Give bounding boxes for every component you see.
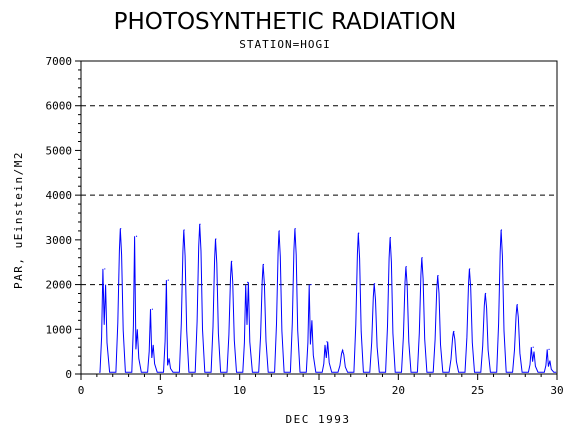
y-axis-label: PAR, uEinstein/M2: [12, 151, 25, 289]
data-point: [389, 237, 391, 239]
data-point: [373, 283, 376, 285]
data-point: [548, 348, 550, 351]
data-point: [516, 304, 518, 306]
y-tick-label: 3000: [46, 234, 73, 247]
data-point: [199, 223, 201, 225]
chart-subtitle: STATION=HOGI: [239, 38, 330, 51]
x-axis: 0 5 10 15 20 25 30: [78, 374, 564, 397]
data-point: [500, 229, 503, 231]
y-tick-label: 1000: [46, 323, 73, 336]
data-point: [469, 268, 471, 270]
data-point: [151, 308, 153, 310]
y-tick-label: 0: [65, 368, 72, 381]
y-axis: 0 1000 2000 3000 4000 5000 6000 7000: [46, 55, 81, 381]
data-point: [215, 238, 217, 240]
x-tick-label: 30: [550, 384, 563, 397]
data-point: [342, 349, 344, 351]
data-point: [247, 281, 249, 283]
x-tick-label: 0: [78, 384, 85, 397]
x-tick-label: 25: [471, 384, 484, 397]
data-point: [453, 330, 455, 333]
data-point: [167, 279, 169, 281]
data-point: [278, 230, 280, 232]
x-tick-label: 15: [312, 384, 325, 397]
data-point: [437, 275, 439, 277]
data-point: [358, 232, 360, 234]
data-point: [120, 228, 122, 230]
data-point: [262, 263, 265, 266]
x-tick-label: 20: [392, 384, 405, 397]
reference-lines: [81, 105, 557, 286]
x-tick-label: 5: [157, 384, 164, 397]
data-point: [104, 268, 106, 270]
data-point: [405, 266, 407, 268]
data-point: [326, 341, 328, 343]
data-point: [294, 228, 296, 230]
y-tick-label: 2000: [46, 279, 73, 292]
chart-title: PHOTOSYNTHETIC RADIATION: [114, 9, 457, 35]
y-tick-label: 6000: [46, 100, 73, 113]
series-layer: [99, 223, 557, 373]
data-point: [183, 229, 185, 231]
series-line: [99, 224, 557, 373]
data-point: [135, 235, 138, 237]
plot-frame: [80, 60, 558, 375]
y-tick-label: 7000: [46, 55, 73, 68]
y-tick-label: 5000: [46, 144, 73, 157]
data-point: [231, 260, 233, 262]
x-tick-label: 10: [233, 384, 246, 397]
y-tick-label: 4000: [46, 189, 73, 202]
data-point: [532, 346, 534, 348]
x-axis-label: DEC 1993: [286, 413, 351, 426]
data-point: [310, 283, 312, 286]
data-point: [485, 292, 487, 295]
data-point: [421, 257, 423, 259]
